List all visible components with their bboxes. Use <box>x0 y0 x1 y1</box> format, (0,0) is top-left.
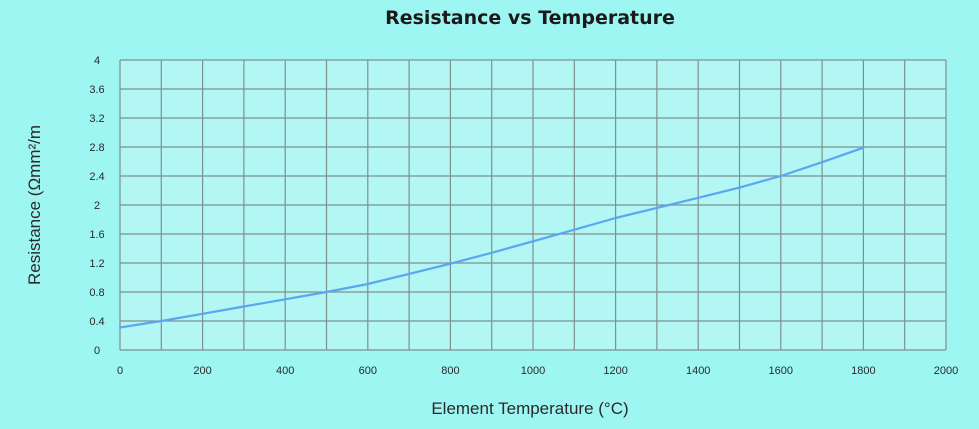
chart-title: Resistance vs Temperature <box>385 7 675 29</box>
x-tick-label: 400 <box>276 365 294 377</box>
y-tick-label: 3.6 <box>89 84 104 96</box>
x-axis-label: Element Temperature (°C) <box>431 399 628 418</box>
y-tick-label: 1.2 <box>89 258 104 270</box>
y-tick-label: 1.6 <box>89 229 104 241</box>
x-axis-tick-labels: 0 200 400 600 800 1000 1200 1400 1600 1800 2000 <box>117 365 958 377</box>
x-tick-label: 1800 <box>851 365 875 377</box>
y-tick-label: 0 <box>94 345 100 357</box>
x-tick-label: 0 <box>117 365 123 377</box>
y-tick-label: 0.8 <box>89 287 104 299</box>
y-tick-label: 0.4 <box>89 316 104 328</box>
y-tick-label: 2.8 <box>89 142 104 154</box>
y-tick-label: 2.4 <box>89 171 104 183</box>
x-tick-label: 1200 <box>603 365 627 377</box>
horizontal-gridlines <box>120 59 946 351</box>
y-tick-label: 4 <box>94 55 100 67</box>
x-tick-label: 2000 <box>934 365 958 377</box>
y-tick-label: 2 <box>94 200 100 212</box>
x-tick-label: 1000 <box>521 365 545 377</box>
series-points <box>119 147 864 328</box>
x-tick-label: 800 <box>441 365 459 377</box>
y-tick-label: 3.2 <box>89 113 104 125</box>
y-axis-tick-labels: 0 0.4 0.8 1.2 1.6 2 2.4 2.8 3.2 3.6 4 <box>89 55 104 357</box>
x-tick-label: 200 <box>193 365 211 377</box>
x-tick-label: 1600 <box>769 365 793 377</box>
x-tick-label: 1400 <box>686 365 710 377</box>
x-tick-label: 600 <box>359 365 377 377</box>
y-axis-label: Resistance (Ωmm²/m <box>25 125 44 285</box>
